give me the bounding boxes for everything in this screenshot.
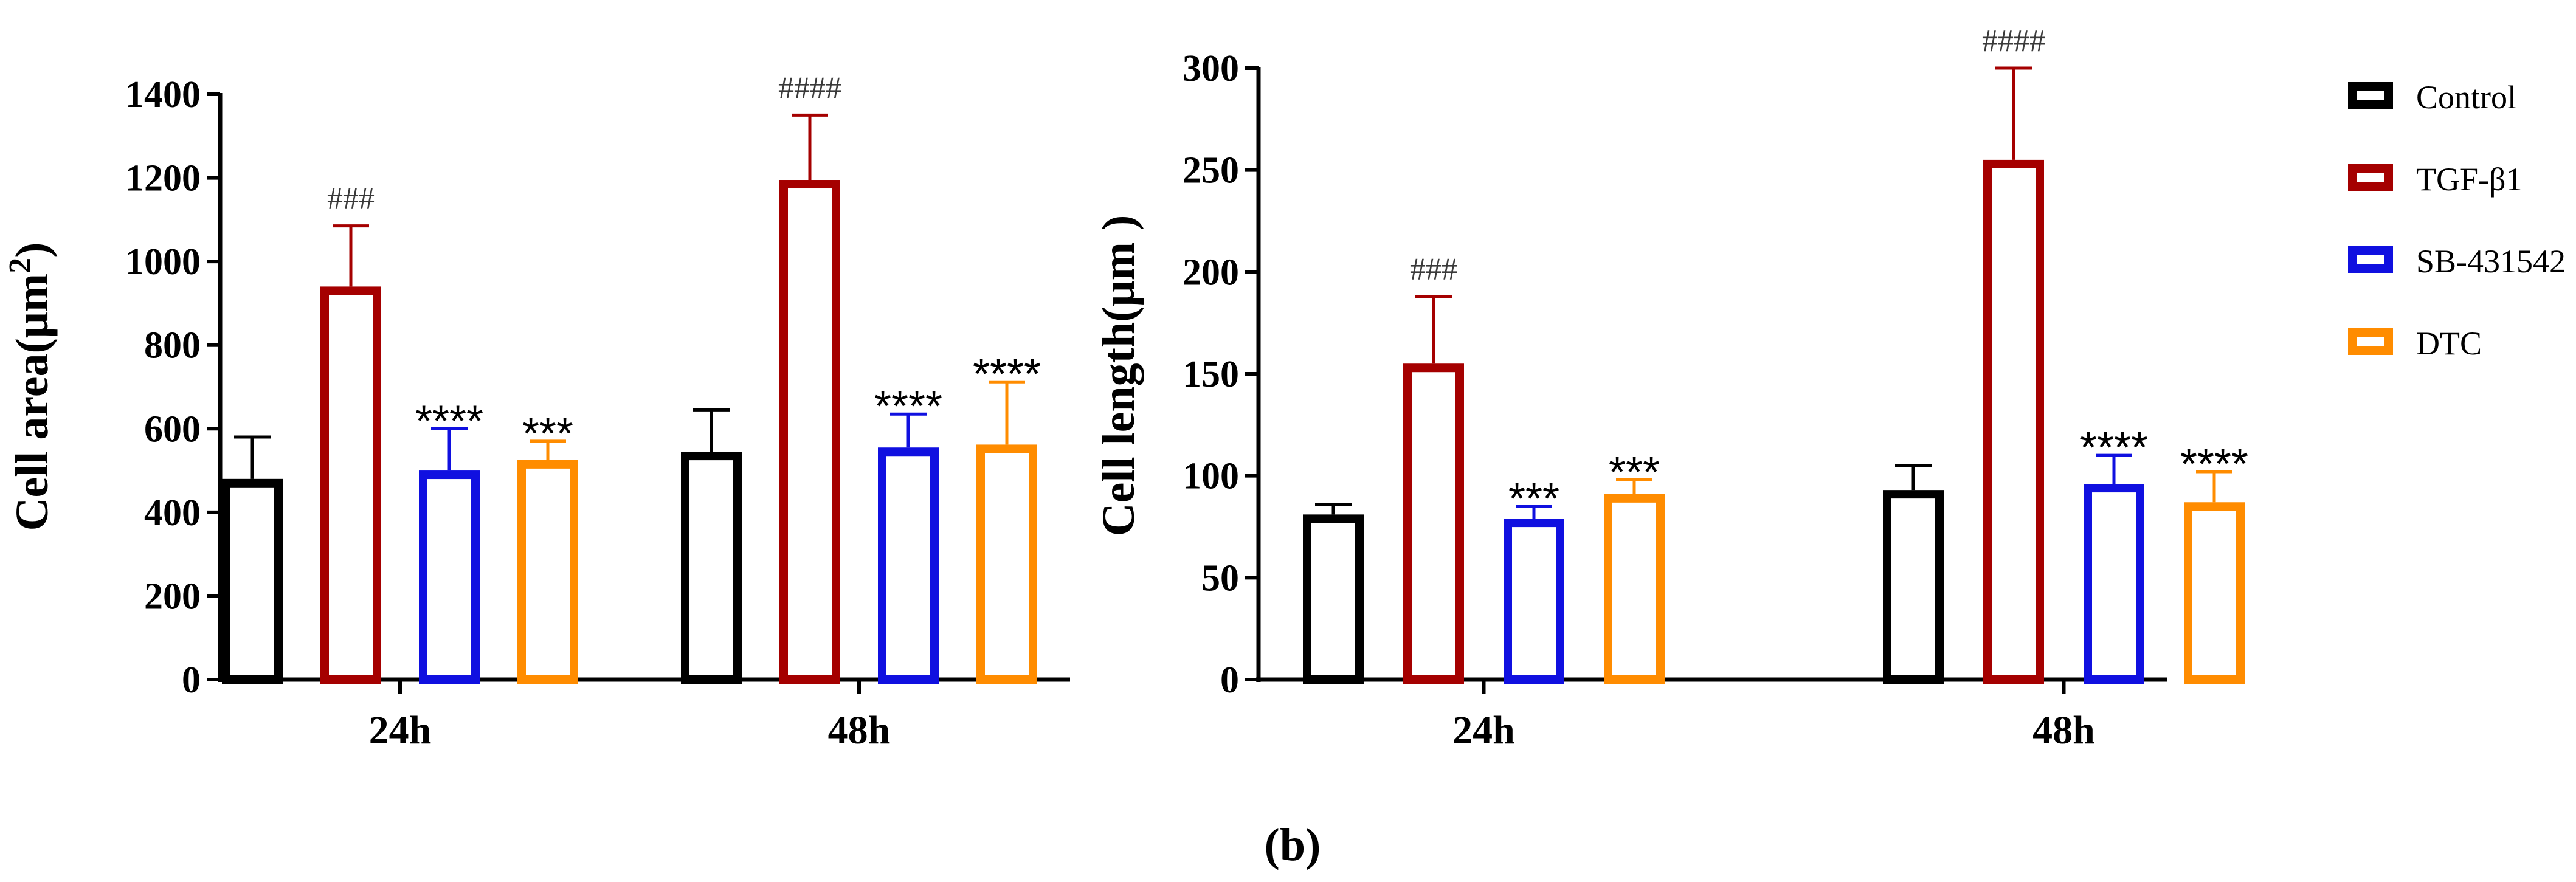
y-tick-label: 200 <box>144 576 201 617</box>
x-tick-label: 48h <box>828 708 891 753</box>
bar <box>976 444 1037 684</box>
bar <box>1504 519 1564 684</box>
bar <box>779 180 840 684</box>
bar <box>2184 502 2245 684</box>
bar <box>419 470 480 684</box>
cell-area-chart: 0 200 400 600 800 1000 1200 1400 Cell area(μm2) 2… <box>3 71 1070 753</box>
legend: Control TGF-β1 SB-431542 DTC <box>2348 79 2566 362</box>
significance-label: **** <box>973 350 1041 399</box>
bar <box>1303 514 1364 684</box>
significance-label: *** <box>1508 475 1559 523</box>
y-tick-label: 100 <box>1183 456 1239 497</box>
y-tick-label: 400 <box>144 492 201 534</box>
significance-label: #### <box>778 71 841 105</box>
bar <box>320 286 381 684</box>
bar <box>1883 490 1944 684</box>
y-tick-label: 300 <box>1183 48 1239 89</box>
significance-label: ### <box>327 182 375 216</box>
significance-label: *** <box>1609 448 1660 497</box>
y-tick-label: 1400 <box>125 74 201 115</box>
bar <box>1604 494 1665 684</box>
bar <box>2084 484 2144 684</box>
y-tick-label: 50 <box>1201 557 1239 599</box>
significance-label: **** <box>874 382 942 431</box>
bar <box>681 452 742 684</box>
x-tick-label: 24h <box>1452 708 1515 753</box>
legend-swatch <box>2348 164 2393 191</box>
y-tick-label: 0 <box>1220 660 1239 701</box>
legend-label: TGF-β1 <box>2416 161 2522 198</box>
y-axis-label: Cell area(μm2) <box>3 243 58 531</box>
significance-label: **** <box>415 397 483 446</box>
bar <box>222 478 283 684</box>
bar <box>1403 363 1464 684</box>
y-tick-label: 1000 <box>125 241 201 283</box>
legend-swatch <box>2348 328 2393 355</box>
significance-label: **** <box>2180 440 2248 489</box>
significance-label: *** <box>522 410 573 458</box>
bar <box>878 447 939 684</box>
legend-swatch <box>2348 82 2393 109</box>
significance-label: #### <box>1982 24 2045 58</box>
legend-label: SB-431542 <box>2416 243 2566 280</box>
y-tick-label: 600 <box>144 408 201 450</box>
x-tick-label: 48h <box>2032 708 2095 753</box>
bar <box>1983 159 2044 684</box>
legend-label: DTC <box>2416 325 2482 362</box>
y-tick-label: 250 <box>1183 150 1239 191</box>
legend-label: Control <box>2416 79 2516 115</box>
y-axis-label: Cell length(μm ) <box>1093 215 1144 537</box>
significance-label: ### <box>1410 252 1457 287</box>
y-tick-label: 150 <box>1183 354 1239 395</box>
y-tick-label: 0 <box>182 660 201 701</box>
y-tick-label: 800 <box>144 325 201 367</box>
y-tick-label: 200 <box>1183 252 1239 293</box>
x-tick-label: 24h <box>369 708 432 753</box>
legend-swatch <box>2348 246 2393 273</box>
y-tick-label: 1200 <box>125 158 201 199</box>
significance-label: **** <box>2080 424 2148 472</box>
cell-length-chart: 0 50 100 150 200 250 300 Cell length(μm ) 24h ###… <box>1093 24 2248 753</box>
panel-label: (b) <box>1265 819 1321 870</box>
bar <box>517 460 578 684</box>
